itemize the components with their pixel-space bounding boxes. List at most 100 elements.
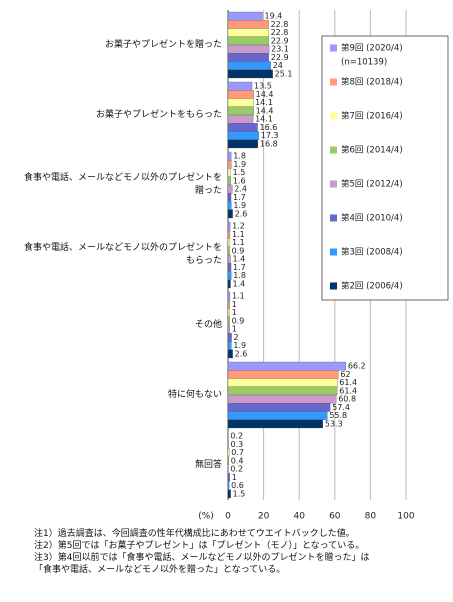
value-label: 1.9: [233, 160, 246, 169]
bar: [227, 333, 232, 342]
bar: [227, 263, 232, 272]
category-label: 特に何もない: [167, 389, 222, 400]
value-label: 62: [340, 370, 350, 379]
bar: [227, 378, 338, 387]
footnote: 注2）第5回では「お菓子やプレゼント」は「プレゼント（モノ）」となっている。: [34, 541, 365, 551]
bar: [227, 411, 328, 420]
value-label: 1.1: [232, 238, 245, 247]
bar: [227, 489, 231, 499]
value-label: 1.5: [233, 489, 246, 498]
legend-swatch: [330, 180, 337, 188]
bar: [227, 209, 233, 219]
value-label: 0.9: [232, 316, 245, 325]
bar: [227, 151, 232, 161]
bar: [227, 98, 254, 107]
bar: [227, 184, 233, 194]
value-label: 1.1: [232, 292, 245, 301]
bar: [227, 271, 232, 280]
value-label: 25.1: [275, 69, 293, 78]
category-label: 食事や電話、メールなどモノ以外のプレゼントを 贈った: [23, 173, 222, 196]
value-label: 61.4: [339, 378, 357, 387]
bar: [227, 481, 230, 490]
value-label: 1.4: [232, 255, 245, 264]
value-label: 1.6: [233, 176, 246, 185]
bar: [227, 254, 231, 264]
footnote: 注3）第4回以前では「食事や電話、メールなどモノ以外のプレゼントを贈った」は 「…: [34, 553, 370, 575]
x-tick-label: 80: [365, 512, 377, 522]
bar: [227, 53, 269, 62]
value-label: 19.4: [265, 12, 283, 21]
legend-swatch: [330, 146, 337, 154]
bar: [227, 106, 254, 116]
legend-label: 第8回 (2018/4): [341, 77, 403, 88]
value-label: 14.4: [256, 90, 274, 99]
value-label: 22.8: [271, 20, 289, 29]
value-label: 14.1: [255, 98, 273, 107]
value-label: 1.2: [232, 222, 245, 231]
legend-swatch: [330, 112, 337, 120]
value-label: 14.1: [255, 115, 273, 124]
bar: [227, 386, 338, 396]
value-label: 57.4: [332, 403, 350, 412]
category-label: 食事や電話、メールなどモノ以外のプレゼントを もらった: [23, 243, 222, 266]
value-label: 53.3: [325, 419, 343, 428]
value-label: 66.2: [348, 362, 366, 371]
x-tick-label: 100: [397, 512, 414, 522]
x-tick-label: 0: [225, 512, 231, 522]
legend-label: 第2回 (2006/4): [341, 281, 403, 292]
category-label: 無回答: [194, 459, 222, 470]
bar: [227, 456, 229, 466]
bar: [227, 361, 346, 371]
legend-label: 第6回 (2014/4): [341, 145, 403, 156]
legend-swatch: [330, 44, 337, 52]
bar: [227, 168, 231, 177]
category-label: お菓子やプレゼントをもらった: [95, 109, 222, 120]
bar: [227, 230, 231, 239]
bar: [227, 36, 269, 46]
value-label: 60.8: [338, 395, 356, 404]
footnote: 注1）過去調査は、今回調査の性年代構成比にあわせてウエイトバックした値。: [34, 529, 355, 539]
bar: [227, 201, 232, 210]
value-label: 14.4: [256, 106, 274, 115]
legend-label: 第3回 (2008/4): [341, 247, 403, 258]
value-label: 0.9: [232, 246, 245, 255]
value-label: 1.4: [232, 279, 245, 288]
value-label: 1.7: [233, 263, 246, 272]
value-label: 16.6: [260, 123, 278, 132]
bar: [227, 349, 233, 359]
legend-label: 第5回 (2012/4): [341, 179, 403, 190]
bar: [227, 221, 231, 231]
value-label: 1: [232, 473, 237, 482]
bar: [227, 324, 230, 334]
value-label: 13.5: [254, 82, 272, 91]
bar: [227, 300, 230, 309]
bar: [227, 448, 230, 457]
bar: [227, 279, 231, 289]
bar: [227, 61, 271, 70]
value-label: 1.1: [232, 230, 245, 239]
legend-label: 第9回 (2020/4): [341, 43, 403, 54]
bar: [227, 139, 259, 149]
value-label: 1.9: [233, 341, 246, 350]
value-label: 1: [232, 325, 237, 334]
bar: [227, 246, 230, 256]
bar: [227, 394, 337, 404]
value-label: 22.9: [271, 53, 289, 62]
value-label: 24: [273, 61, 283, 70]
bar: [227, 291, 231, 301]
legend-swatch: [330, 248, 337, 256]
value-label: 2: [234, 333, 239, 342]
x-tick-label: 20: [258, 512, 270, 522]
bar: [227, 419, 324, 429]
bar: [227, 114, 254, 124]
bar: [227, 308, 230, 317]
bar: [227, 11, 263, 21]
bar: [227, 131, 259, 140]
value-label: 0.6: [231, 481, 244, 490]
bar: [227, 473, 230, 482]
x-tick-label: 60: [329, 512, 341, 522]
value-label: 1.9: [233, 201, 246, 210]
value-label: 16.8: [260, 139, 278, 148]
